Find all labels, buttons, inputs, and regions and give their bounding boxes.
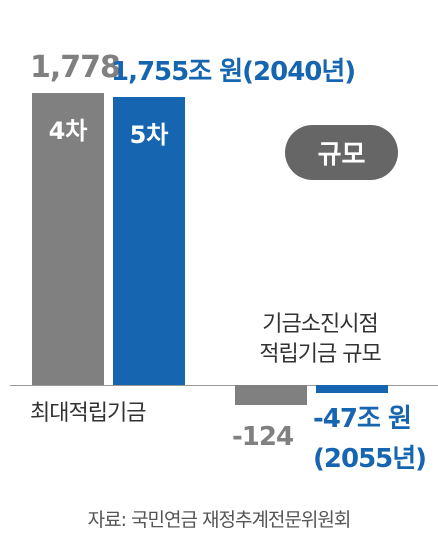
category-label: 최대적립기금: [30, 401, 146, 426]
badge: 규모: [285, 125, 398, 180]
bar: [316, 385, 388, 393]
category-label: 기금소진시점 적립기금 규모: [259, 312, 381, 367]
bar: [32, 93, 104, 385]
value-label: -124: [232, 422, 294, 452]
bar: [235, 385, 307, 406]
bar: [113, 96, 185, 385]
source: 자료: 국민연금 재정추계전문위원회: [87, 509, 352, 531]
series-name: 4차: [48, 117, 88, 145]
value-label: -47조 원 (2055년): [313, 404, 427, 474]
value-label: 1,755조 원(2040년): [111, 56, 356, 87]
value-label: 1,778: [30, 50, 121, 85]
series-name: 5차: [129, 120, 169, 149]
baseline: [10, 385, 438, 386]
